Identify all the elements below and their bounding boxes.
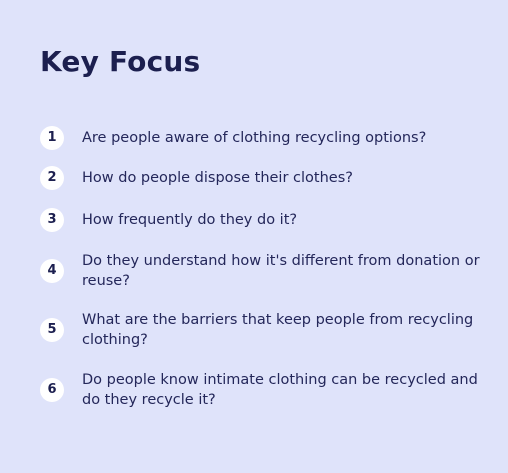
list-item: 4 Do they understand how it's different … <box>40 242 480 300</box>
focus-list: 1 Are people aware of clothing recycling… <box>40 118 480 420</box>
list-item-text: What are the barriers that keep people f… <box>82 312 474 348</box>
number-badge: 6 <box>40 378 64 402</box>
list-item: 2 How do people dispose their clothes? <box>40 158 480 198</box>
list-item-text: Do people know intimate clothing can be … <box>82 372 478 408</box>
list-item-text: Are people aware of clothing recycling o… <box>82 130 427 146</box>
list-item-text: Do they understand how it's different fr… <box>82 253 480 289</box>
list-item: 3 How frequently do they do it? <box>40 200 480 240</box>
number-badge: 3 <box>40 208 64 232</box>
list-item: 6 Do people know intimate clothing can b… <box>40 360 480 420</box>
list-item-text: How do people dispose their clothes? <box>82 170 353 186</box>
number-badge: 5 <box>40 318 64 342</box>
page-title: Key Focus <box>40 45 201 78</box>
list-item: 1 Are people aware of clothing recycling… <box>40 118 480 158</box>
number-badge: 1 <box>40 126 64 150</box>
number-badge: 4 <box>40 259 64 283</box>
number-badge: 2 <box>40 166 64 190</box>
list-item: 5 What are the barriers that keep people… <box>40 300 480 360</box>
list-item-text: How frequently do they do it? <box>82 212 298 228</box>
